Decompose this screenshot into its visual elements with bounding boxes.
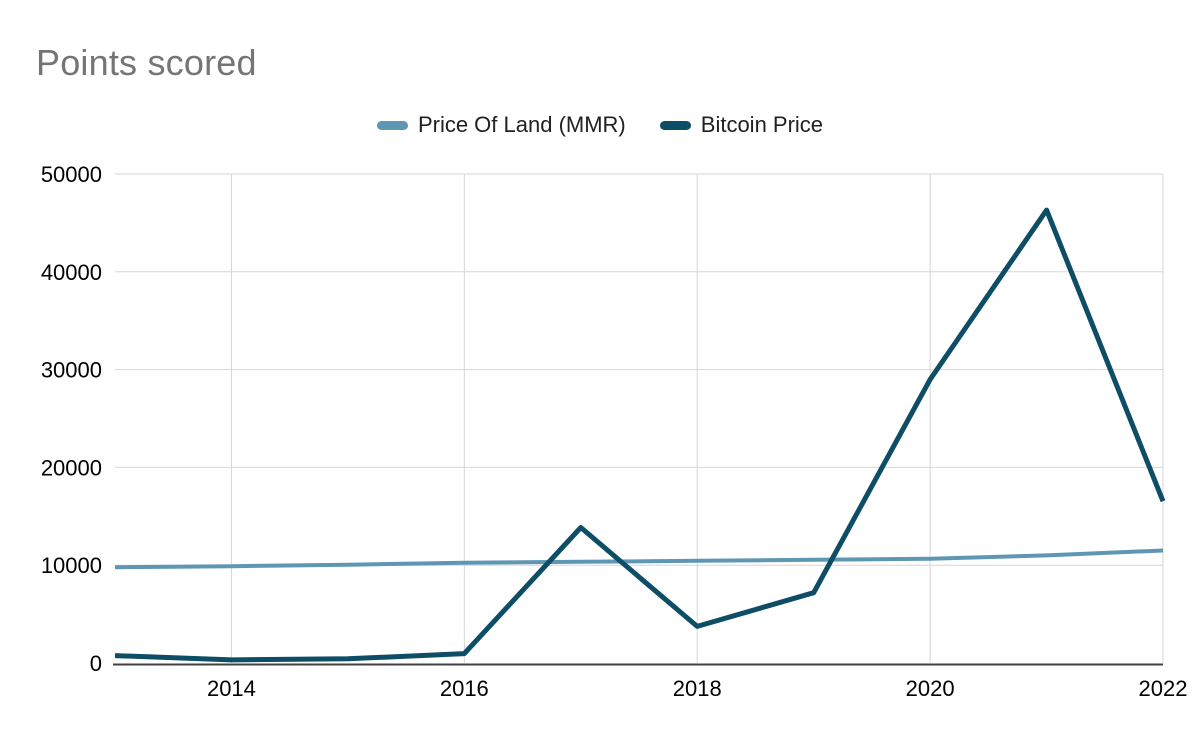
series-line-bitcoin-price bbox=[114, 207, 1166, 663]
x-tick-label-2020: 2020 bbox=[906, 676, 955, 701]
x-tick-label-2016: 2016 bbox=[440, 676, 489, 701]
y-tick-label-40000: 40000 bbox=[41, 260, 102, 285]
legend-item-price-of-land: Price Of Land (MMR) bbox=[376, 112, 626, 138]
legend: Price Of Land (MMR) Bitcoin Price bbox=[0, 112, 1200, 138]
legend-item-bitcoin-price: Bitcoin Price bbox=[659, 112, 824, 138]
y-tick-label-50000: 50000 bbox=[41, 162, 102, 187]
legend-swatch-bitcoin-price-icon bbox=[659, 120, 691, 130]
x-tick-label-2018: 2018 bbox=[673, 676, 722, 701]
legend-swatch-price-of-land-icon bbox=[376, 120, 408, 130]
series-line-price-of-land-mmr bbox=[114, 548, 1164, 570]
legend-label-bitcoin-price: Bitcoin Price bbox=[700, 112, 824, 137]
x-tick-label-2022: 2022 bbox=[1139, 676, 1188, 701]
y-tick-label-20000: 20000 bbox=[41, 455, 102, 480]
y-tick-label-0: 0 bbox=[90, 651, 102, 676]
x-tick-label-2014: 2014 bbox=[207, 676, 256, 701]
y-tick-label-10000: 10000 bbox=[41, 553, 102, 578]
y-tick-label-30000: 30000 bbox=[41, 358, 102, 383]
chart-title: Points scored bbox=[36, 42, 257, 83]
legend-label-price-of-land: Price Of Land (MMR) bbox=[417, 112, 626, 137]
